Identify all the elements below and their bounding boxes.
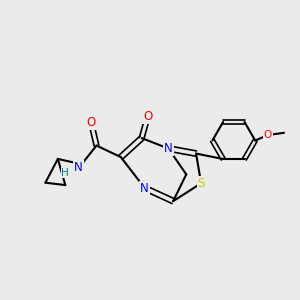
Text: H: H xyxy=(61,168,69,178)
Text: N: N xyxy=(164,142,173,155)
Text: N: N xyxy=(74,161,83,174)
Text: N: N xyxy=(140,182,149,194)
Text: S: S xyxy=(197,177,205,190)
Text: O: O xyxy=(143,110,152,123)
Text: O: O xyxy=(86,116,96,129)
Text: O: O xyxy=(264,130,272,140)
